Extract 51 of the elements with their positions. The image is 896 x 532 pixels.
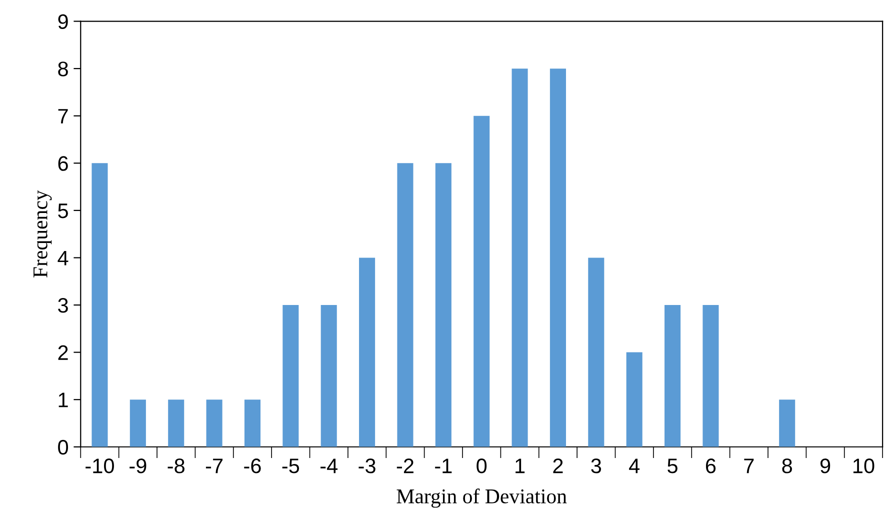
- x-tick-label: 2: [553, 458, 563, 474]
- x-tick-label: 1: [516, 458, 525, 474]
- y-tick-label: 9: [58, 14, 68, 30]
- x-tick-label: -7: [206, 458, 223, 474]
- bar: [282, 305, 299, 447]
- bar: [702, 305, 719, 447]
- bar: [626, 352, 642, 447]
- x-tick-label: -3: [358, 458, 376, 474]
- bar: [550, 68, 566, 447]
- y-tick-label: 2: [58, 345, 68, 360]
- x-tick-label: -2: [396, 458, 414, 474]
- y-tick-label: 1: [58, 392, 68, 408]
- bar: [664, 305, 681, 447]
- x-tick-label: 6: [706, 458, 716, 474]
- x-tick-label: -6: [244, 458, 261, 474]
- bar: [588, 258, 604, 447]
- x-tick-label: 4: [629, 458, 640, 474]
- bar: [206, 400, 222, 447]
- bar: [779, 400, 796, 447]
- y-tick-label: 4: [58, 250, 68, 266]
- x-tick-label: 8: [782, 458, 792, 474]
- bar: [320, 305, 337, 447]
- x-tick-label: 3: [591, 458, 602, 474]
- x-tick-label: -9: [130, 458, 146, 474]
- bar: [92, 163, 108, 447]
- bar: [168, 400, 184, 447]
- bar: [244, 400, 260, 447]
- x-tick-label: 0: [476, 458, 487, 474]
- bar: [130, 400, 146, 447]
- y-tick-label: 3: [58, 298, 68, 313]
- x-tick-label: -1: [435, 458, 452, 474]
- y-tick-label: 7: [58, 109, 68, 124]
- y-tick-label: 8: [58, 62, 68, 76]
- y-tick-label: 5: [58, 204, 68, 218]
- bar: [512, 68, 528, 447]
- x-tick-label: 9: [820, 458, 830, 474]
- bar: [397, 163, 414, 447]
- x-tick-label: -4: [320, 458, 338, 474]
- bar: [474, 116, 490, 447]
- x-axis-title: Margin of Deviation: [396, 488, 567, 508]
- x-tick-label: 10: [853, 458, 874, 474]
- bar: [435, 163, 452, 447]
- bar: [359, 258, 376, 447]
- x-tick-label: -5: [282, 458, 300, 474]
- x-tick-label: 7: [744, 458, 754, 474]
- y-tick-label: 0: [58, 440, 68, 455]
- y-axis-title: Frequency: [34, 190, 52, 278]
- x-tick-label: -10: [86, 458, 114, 474]
- x-tick-label: -8: [168, 458, 184, 474]
- y-tick-label: 6: [58, 156, 68, 171]
- x-tick-label: 5: [668, 458, 678, 474]
